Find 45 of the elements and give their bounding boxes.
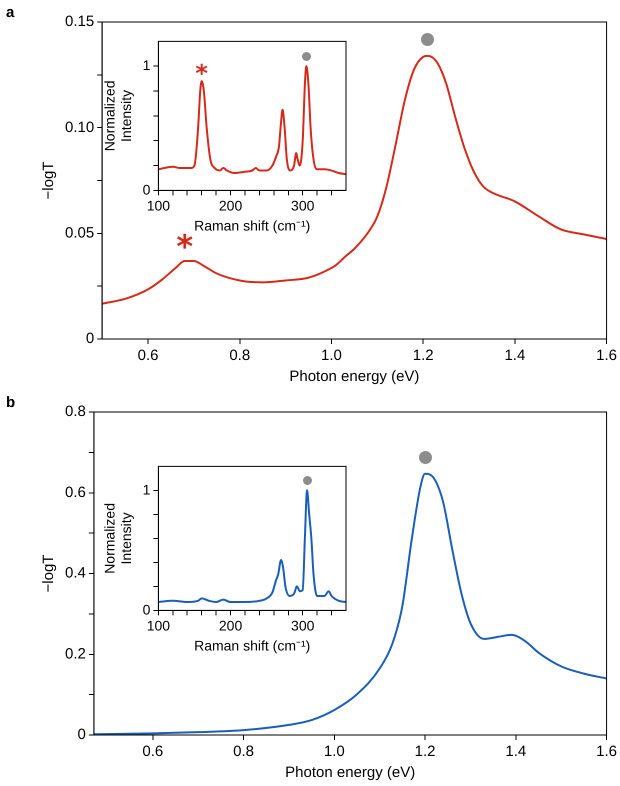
line-series [158, 65, 346, 176]
x-tick-label: 1.6 [596, 347, 618, 364]
y-tick-label: 0.10 [64, 118, 94, 136]
x-tick-label: 1.6 [596, 743, 618, 760]
y-tick-label: 0 [86, 330, 94, 348]
x-tick-label: 300 [291, 618, 315, 634]
y-tick-label: 0.2 [64, 645, 86, 662]
chart-title: b [6, 394, 16, 411]
line-series [102, 54, 607, 305]
x-tick-label: 200 [218, 198, 242, 214]
y-tick-label: 0.6 [64, 484, 86, 501]
y-tick-label: 0.05 [64, 224, 94, 242]
x-tick-label: 100 [146, 618, 170, 634]
y-tick-label: 0.15 [64, 13, 94, 30]
x-tick-label: 1.0 [321, 347, 342, 364]
y-axis-title: −logT [40, 162, 58, 200]
y-tick-label: 0 [142, 181, 151, 198]
x-axis-title: Raman shift (cm⁻¹) [194, 637, 310, 654]
y-tick-label: 0 [78, 726, 86, 744]
chart-title: a [6, 4, 14, 21]
x-tick-label: 1.4 [505, 743, 526, 760]
x-tick-label: 1.2 [412, 347, 434, 364]
x-tick-label: 200 [218, 618, 242, 634]
line-series [94, 472, 607, 735]
annotation: * [176, 227, 194, 266]
y-axis-title: Normalized Intensity [101, 80, 134, 152]
y-tick-label: 0.4 [64, 564, 86, 582]
x-tick-label: 1.0 [324, 743, 345, 760]
x-axis-title: Raman shift (cm⁻¹) [194, 217, 310, 234]
x-tick-label: 1.4 [504, 347, 526, 364]
line-series [158, 489, 346, 603]
y-axis-title: −logT [40, 554, 58, 592]
annotation: * [195, 59, 208, 88]
y-tick-label: 1 [142, 57, 151, 74]
y-axis-title: Normalized Intensity [101, 502, 134, 574]
y-tick-label: 0.8 [64, 403, 86, 420]
x-axis-title: Photon energy (eV) [285, 764, 416, 782]
x-axis-title: Photon energy (eV) [289, 368, 420, 386]
x-tick-label: 1.2 [414, 743, 436, 760]
y-tick-label: 1 [142, 481, 151, 498]
x-tick-label: 100 [146, 198, 170, 214]
x-tick-label: 300 [291, 198, 315, 214]
x-tick-label: 0.8 [233, 743, 254, 760]
y-tick-label: 0 [142, 601, 151, 618]
x-tick-label: 0.8 [229, 347, 250, 364]
